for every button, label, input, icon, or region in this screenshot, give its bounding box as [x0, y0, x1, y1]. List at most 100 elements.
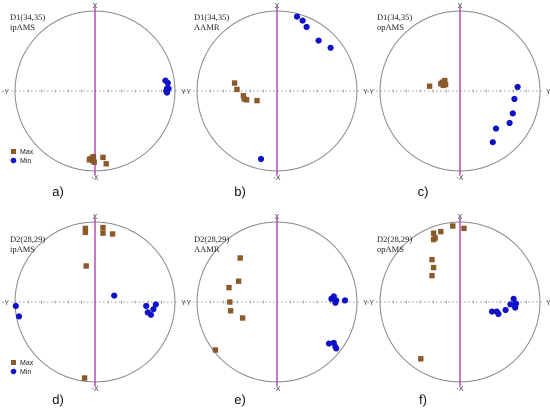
- max-point: [430, 264, 437, 271]
- min-point: [332, 343, 339, 350]
- min-point: [12, 302, 19, 310]
- legend-min-marker: [10, 368, 17, 375]
- panel-label: d): [52, 392, 64, 407]
- axis-label-neg-y: -Y: [184, 89, 191, 96]
- min-point: [488, 308, 496, 315]
- min-point: [328, 295, 335, 302]
- axis-label-neg-x: -X: [92, 175, 99, 182]
- max-point: [227, 299, 233, 305]
- axis-label-y: Y: [546, 89, 550, 96]
- min-point: [341, 297, 349, 304]
- panel-label: a): [52, 184, 64, 199]
- axis-label-neg-y: -Y: [367, 89, 374, 96]
- axis-label-neg-x: -X: [274, 175, 281, 182]
- axis-label-neg-x: -X: [92, 386, 99, 393]
- panel-title-method: ipAMS: [10, 244, 35, 254]
- axis-label-x: X: [93, 3, 98, 10]
- axis-label-neg-y: -Y: [184, 300, 191, 307]
- max-point: [100, 224, 106, 231]
- axis-label-x: X: [458, 3, 463, 10]
- legend-min-label: Min: [20, 369, 31, 376]
- min-point: [509, 110, 516, 117]
- panel-title-method: opAMS: [377, 22, 404, 32]
- max-point: [103, 161, 109, 167]
- max-point: [237, 255, 243, 261]
- min-point: [257, 155, 265, 163]
- max-point: [461, 225, 467, 232]
- legend-min-marker: [10, 157, 17, 164]
- min-point: [315, 37, 322, 44]
- max-point: [430, 230, 437, 236]
- panel-title-dataset: D1(34,35): [377, 12, 412, 22]
- panel-label: b): [234, 184, 246, 199]
- max-point: [83, 263, 89, 269]
- min-point: [332, 299, 339, 306]
- axis-label-neg-y: -Y: [2, 300, 9, 307]
- max-point: [418, 356, 424, 362]
- axis-label-x: X: [458, 214, 463, 221]
- max-point: [212, 347, 219, 353]
- max-point: [450, 223, 456, 229]
- min-point: [303, 23, 310, 31]
- max-point: [438, 228, 444, 235]
- min-point: [493, 308, 500, 315]
- panel-label: c): [418, 184, 429, 199]
- max-point: [82, 225, 89, 232]
- axis-label-neg-x: -X: [457, 386, 464, 393]
- panel-title-method: AAMR: [194, 22, 220, 32]
- min-point: [163, 89, 171, 96]
- axis-label-neg-y: -Y: [2, 89, 9, 96]
- max-point: [429, 272, 435, 279]
- legend: Max Min: [10, 149, 34, 165]
- axis-label-neg-x: -X: [457, 175, 464, 182]
- axis-label-y: Y: [363, 300, 368, 307]
- max-point: [234, 86, 240, 93]
- axis-label-x: X: [93, 214, 98, 221]
- legend: Max Min: [10, 360, 34, 376]
- axis-label-x: X: [275, 3, 280, 10]
- max-point: [241, 96, 247, 102]
- axis-label-y: Y: [363, 89, 368, 96]
- max-point: [100, 230, 106, 236]
- max-point: [89, 155, 95, 161]
- max-point: [235, 278, 242, 284]
- max-point: [239, 315, 246, 321]
- min-point: [510, 295, 517, 302]
- panel-label: e): [234, 392, 246, 407]
- min-point: [325, 340, 333, 347]
- stereonet-panel-4: X -X -Y Y D2(28,29)ipAMS Max Min d): [2, 214, 186, 407]
- min-point: [506, 119, 513, 127]
- max-point: [100, 154, 106, 161]
- max-point: [254, 97, 260, 104]
- panel-title-dataset: D2(28,29): [194, 234, 229, 244]
- min-point: [514, 83, 521, 91]
- min-point: [15, 313, 23, 320]
- axis-label-y: Y: [546, 300, 550, 307]
- min-point: [293, 13, 301, 20]
- legend-max-marker: [11, 360, 16, 365]
- min-point: [512, 304, 519, 311]
- max-point: [231, 80, 238, 86]
- panel-title-method: opAMS: [377, 244, 404, 254]
- axis-label-x: X: [275, 214, 280, 221]
- max-point: [91, 159, 97, 165]
- stereonet-panel-6: X -X -Y Y D2(28,29)opAMS f): [367, 214, 550, 407]
- max-point: [109, 231, 116, 237]
- axis-label-y: Y: [181, 300, 186, 307]
- stereonet-panel-3: X -X -Y Y D1(34,35)opAMS c): [367, 3, 550, 199]
- axis-label-neg-y: -Y: [367, 300, 374, 307]
- min-point: [150, 306, 157, 313]
- min-point: [164, 79, 171, 87]
- axis-label-y: Y: [181, 89, 186, 96]
- min-point: [299, 17, 306, 24]
- min-point: [111, 292, 118, 299]
- min-point: [147, 311, 155, 318]
- min-point: [143, 302, 150, 310]
- max-point: [429, 256, 435, 263]
- max-point: [432, 235, 438, 241]
- panel-title-dataset: D1(34,35): [10, 12, 45, 22]
- panel-title-method: ipAMS: [10, 22, 35, 32]
- panel-title-method: AAMR: [194, 244, 220, 254]
